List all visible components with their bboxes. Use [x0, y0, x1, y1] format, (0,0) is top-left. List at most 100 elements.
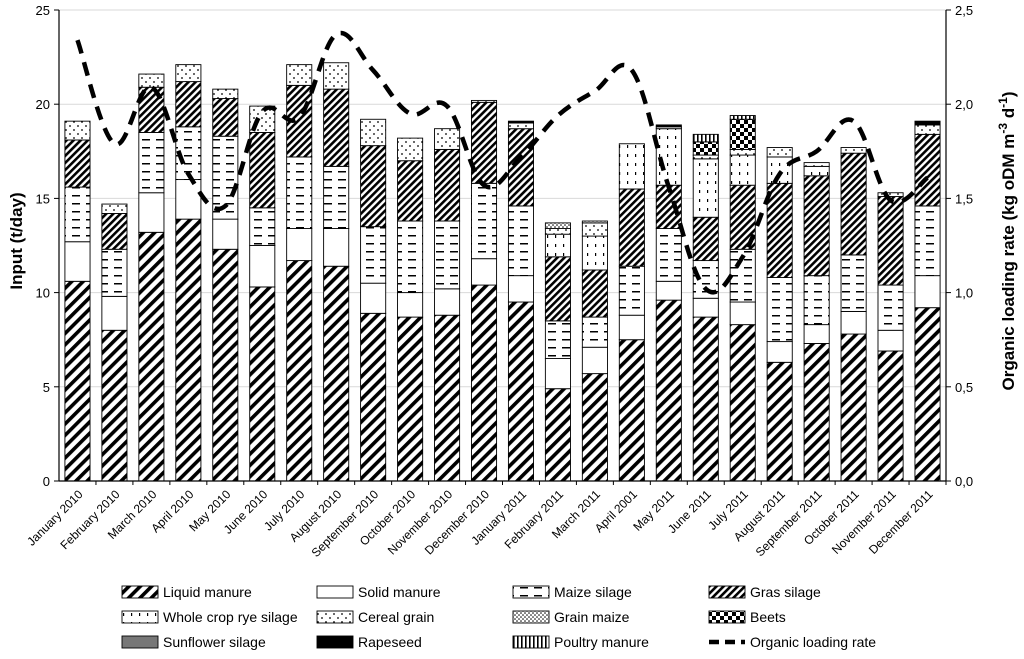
bar-segment-gras — [101, 213, 128, 250]
bar-segment-rye — [544, 233, 571, 258]
x-tick-label: September 2011 — [753, 487, 825, 559]
bar-segment-solid — [655, 280, 682, 301]
bar-segment-liquid — [877, 350, 904, 482]
y2-tick-label: 1,5 — [955, 191, 973, 206]
bar-segment-grain — [544, 228, 571, 235]
bar-segment-maize — [360, 226, 387, 284]
bar-segment-gras — [397, 160, 424, 222]
legend-label: Liquid manure — [163, 584, 252, 600]
bar-stack — [175, 64, 202, 482]
bar-segment-solid — [64, 241, 91, 282]
legend-label: Poultry manure — [554, 634, 649, 650]
x-tick-label: December 2010 — [422, 487, 493, 558]
bar-segment-grain — [914, 124, 941, 135]
bar-segment-liquid — [286, 260, 313, 482]
bar-segment-liquid — [618, 339, 645, 482]
bar-segment-liquid — [434, 314, 461, 482]
bar-segment-gras — [544, 256, 571, 322]
bar-stack — [581, 220, 608, 482]
bar-segment-solid — [397, 292, 424, 318]
bar-segment-liquid — [249, 286, 276, 482]
legend-label: Cereal grain — [358, 609, 434, 625]
bar-stack — [323, 62, 350, 482]
bar-segment-liquid — [397, 316, 424, 482]
bar-segment-liquid — [507, 301, 534, 482]
x-tick-label: November 2010 — [385, 487, 456, 558]
legend-swatch — [121, 585, 159, 599]
y-tick-label: 25 — [36, 3, 50, 18]
bar-stack — [766, 147, 793, 482]
legend-item: Poultry manure — [512, 634, 649, 650]
bar-segment-maize — [64, 186, 91, 243]
bar-segment-solid — [618, 314, 645, 341]
bar-segment-grain — [840, 147, 867, 154]
bar-segment-maize — [877, 284, 904, 331]
bar-segment-rapeseed — [655, 124, 682, 128]
x-tick-label: December 2011 — [866, 487, 936, 557]
legend-swatch — [316, 585, 354, 599]
bar-segment-rye — [729, 154, 756, 186]
bar-segment-solid — [544, 358, 571, 390]
bar-segment-gras — [323, 88, 350, 167]
bar-stack — [249, 105, 276, 482]
bar-segment-solid — [138, 192, 165, 233]
bar-segment-solid — [434, 288, 461, 316]
bar-segment-maize — [397, 220, 424, 294]
organic-loading-rate-line — [75, 30, 929, 295]
legend-label: Sunflower silage — [163, 634, 266, 650]
legend-label: Rapeseed — [358, 634, 422, 650]
bar-stack — [914, 120, 941, 482]
y2-axis-title-exp2: -1 — [996, 97, 1010, 108]
bar-segment-gras — [581, 269, 608, 318]
bar-segment-grainmaize — [544, 222, 571, 229]
bars — [64, 62, 941, 482]
bar-segment-solid — [175, 179, 202, 220]
bar-segment-maize — [175, 126, 202, 181]
bar-segment-grain — [803, 162, 830, 167]
bar-segment-gras — [175, 81, 202, 128]
bar-stack — [729, 115, 756, 482]
bar-segment-grain — [249, 105, 276, 133]
legend-item: Maize silage — [512, 584, 632, 600]
bar-segment-gras — [360, 145, 387, 228]
bar-segment-grain — [175, 64, 202, 83]
bar-segment-grain — [471, 99, 498, 103]
bar-segment-gras — [803, 175, 830, 277]
legend-item: Rapeseed — [316, 634, 422, 650]
bar-segment-rye — [581, 235, 608, 271]
bar-stack — [803, 162, 830, 482]
legend-swatch — [121, 635, 159, 649]
bar-segment-liquid — [360, 312, 387, 482]
bar-segment-rye — [655, 128, 682, 186]
bar-segment-beets — [729, 118, 756, 150]
legend-item: Cereal grain — [316, 609, 434, 625]
legend-item: Solid manure — [316, 584, 441, 600]
y2-tick-label: 0,5 — [955, 380, 973, 395]
legend-label: Organic loading rate — [750, 634, 876, 650]
legend-swatch — [708, 585, 746, 599]
bar-segment-poultry — [692, 133, 719, 143]
bar-segment-liquid — [138, 231, 165, 482]
bar-segment-liquid — [581, 373, 608, 482]
bar-stack — [618, 143, 645, 482]
ticks: 0 5 10 15 20 25 0,0 0,5 1,0 1,5 2,0 2,5 — [36, 3, 974, 489]
bar-segment-solid — [581, 346, 608, 375]
bar-segment-solid — [212, 218, 239, 250]
bar-stack — [507, 120, 534, 482]
bar-segment-solid — [507, 275, 534, 303]
y-tick-label: 15 — [36, 191, 50, 206]
bar-stack — [360, 118, 387, 482]
bar-segment-maize — [803, 275, 830, 326]
bar-segment-maize — [655, 228, 682, 282]
bar-segment-beets — [692, 141, 719, 156]
bar-segment-liquid — [323, 265, 350, 482]
bar-segment-maize — [249, 207, 276, 246]
y2-axis-title-mid: d — [999, 108, 1018, 123]
bar-segment-maize — [840, 254, 867, 312]
bar-segment-liquid — [655, 299, 682, 482]
bar-segment-solid — [877, 329, 904, 352]
bar-stack — [434, 128, 461, 482]
bar-segment-solid — [360, 282, 387, 314]
bar-segment-solid — [249, 245, 276, 288]
